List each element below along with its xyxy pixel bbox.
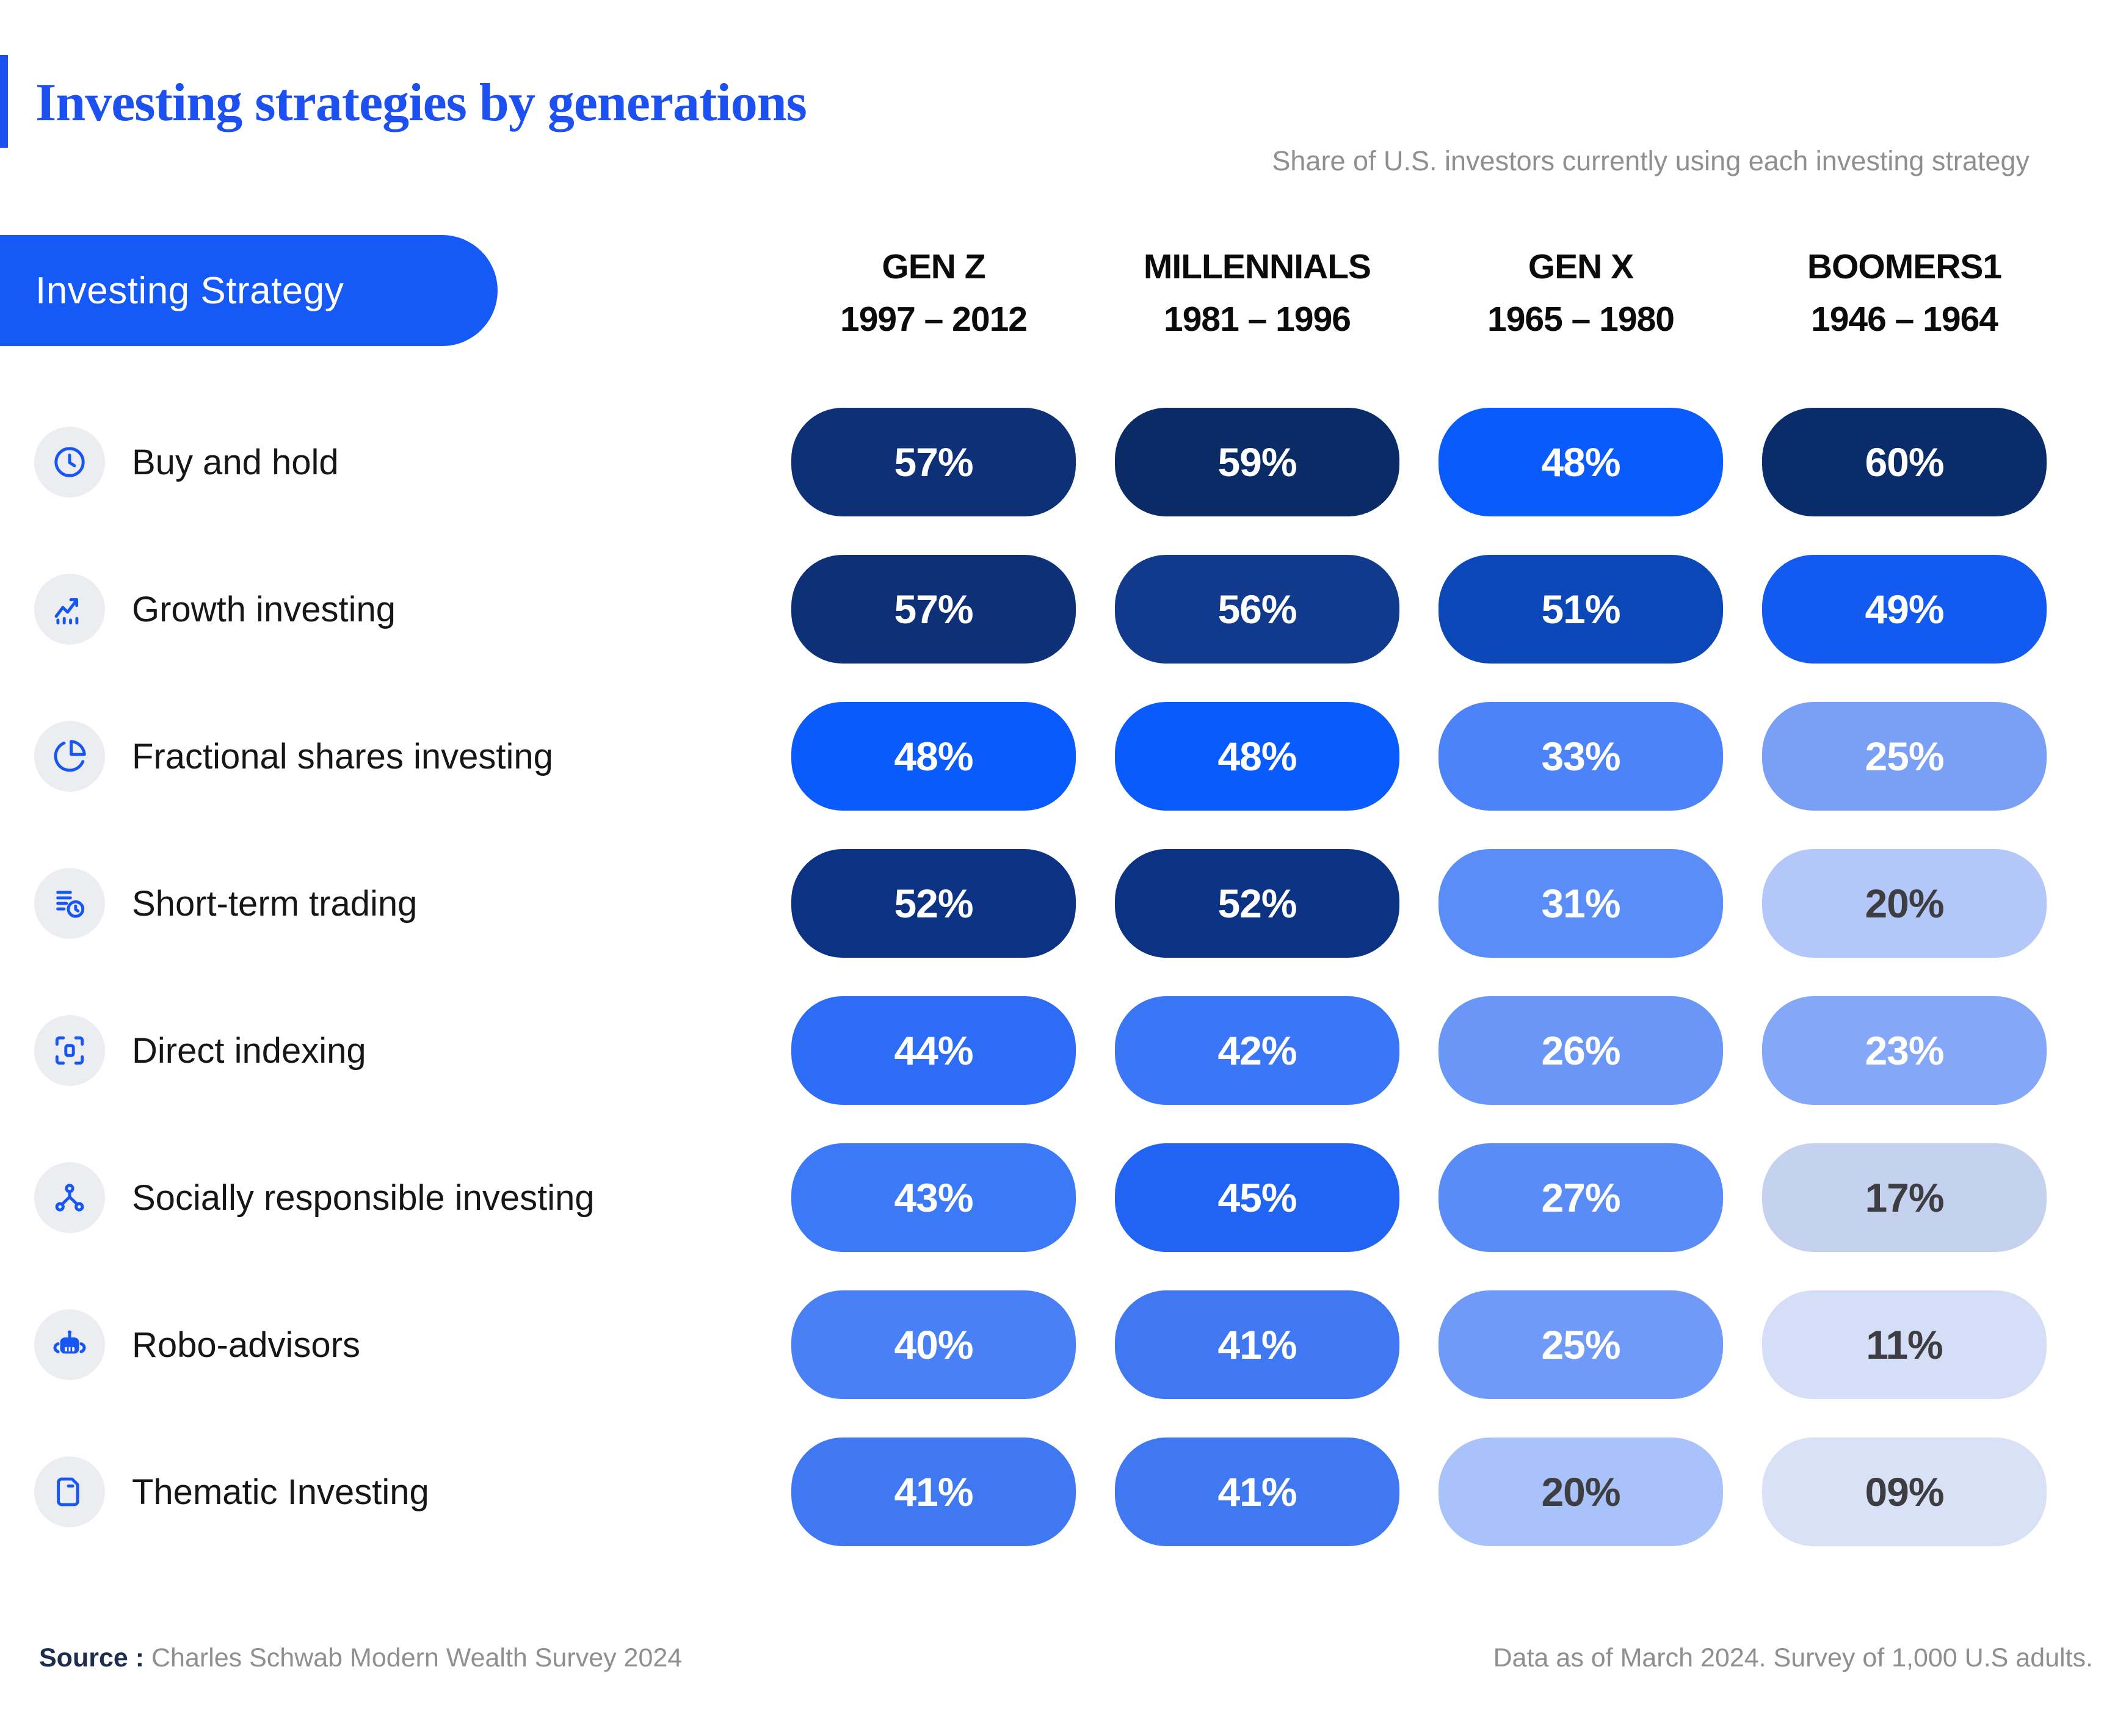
strategy-label: Direct indexing [132,1030,366,1071]
value-pill: 43% [791,1143,1076,1252]
focus-frame-icon [34,1015,105,1086]
strategy-label: Robo-advisors [132,1325,360,1365]
growth-chart-icon [34,574,105,645]
strategy-row: Robo-advisors 40% 41% 25% 11% [0,1290,2115,1399]
value-pill: 31% [1438,849,1723,958]
column-header-years: 1965 – 1980 [1487,300,1675,339]
strategy-label: Buy and hold [132,442,339,482]
page-title: Investing strategies by generations [35,73,807,132]
column-header-name: GEN X [1528,247,1634,286]
value-pill: 26% [1438,996,1723,1105]
title-accent-bar [0,55,8,148]
value-pill: 45% [1115,1143,1399,1252]
value-pill: 48% [1115,702,1399,811]
value-pill: 40% [791,1290,1076,1399]
investing-strategy-header-pill: Investing Strategy [0,235,498,346]
strategy-row: Thematic Investing 41% 41% 20% 09% [0,1438,2115,1546]
data-note: Data as of March 2024. Survey of 1,000 U… [1493,1643,2093,1673]
value-pill: 27% [1438,1143,1723,1252]
column-header-name: GEN Z [882,247,985,286]
value-pill: 17% [1762,1143,2047,1252]
source-label: Source : [39,1643,145,1673]
value-pill: 11% [1762,1290,2047,1399]
source-text: Charles Schwab Modern Wealth Survey 2024 [151,1643,683,1673]
column-header-years: 1981 – 1996 [1164,300,1351,339]
source-line: Source : Charles Schwab Modern Wealth Su… [39,1643,682,1673]
subtitle: Share of U.S. investors currently using … [1272,145,2030,176]
strategy-row: Direct indexing 44% 42% 26% 23% [0,996,2115,1105]
value-pill: 41% [1115,1438,1399,1546]
strategy-label: Short-term trading [132,883,418,924]
value-pill: 20% [1762,849,2047,958]
value-pill: 20% [1438,1438,1723,1546]
strategy-label: Thematic Investing [132,1472,429,1512]
value-pill: 49% [1762,555,2047,664]
value-pill: 25% [1438,1290,1723,1399]
strategy-label: Growth investing [132,589,396,629]
document-clock-icon [34,868,105,939]
value-pill: 56% [1115,555,1399,664]
network-icon [34,1162,105,1233]
value-pill: 52% [791,849,1076,958]
strategy-label: Fractional shares investing [132,736,553,776]
strategy-row: Growth investing 57% 56% 51% 49% [0,555,2115,664]
column-header-years: 1946 – 1964 [1811,300,1998,339]
value-pill: 41% [791,1438,1076,1546]
strategy-row: Socially responsible investing 43% 45% 27% 1… [0,1143,2115,1252]
strategy-row: Short-term trading 52% 52% 31% 20% [0,849,2115,958]
value-pill: 57% [791,555,1076,664]
value-pill: 42% [1115,996,1399,1105]
pie-chart-icon [34,721,105,792]
value-pill: 25% [1762,702,2047,811]
value-pill: 51% [1438,555,1723,664]
value-pill: 57% [791,408,1076,516]
value-pill: 60% [1762,408,2047,516]
value-pill: 52% [1115,849,1399,958]
column-header-years: 1997 – 2012 [840,300,1028,339]
value-pill: 41% [1115,1290,1399,1399]
value-pill: 09% [1762,1438,2047,1546]
value-pill: 23% [1762,996,2047,1105]
clock-icon [34,427,105,497]
column-header-name: BOOMERS1 [1807,247,2002,286]
strategy-row: Buy and hold 57% 59% 48% 60% [0,408,2115,516]
investing-strategy-header-label: Investing Strategy [35,269,344,312]
value-pill: 48% [1438,408,1723,516]
value-pill: 33% [1438,702,1723,811]
value-pill: 48% [791,702,1076,811]
robot-icon [34,1309,105,1380]
strategy-label: Socially responsible investing [132,1177,595,1218]
value-pill: 44% [791,996,1076,1105]
column-header-name: MILLENNIALS [1143,247,1371,286]
strategy-row: Fractional shares investing 48% 48% 33% 25% [0,702,2115,811]
folder-icon [34,1456,105,1527]
value-pill: 59% [1115,408,1399,516]
